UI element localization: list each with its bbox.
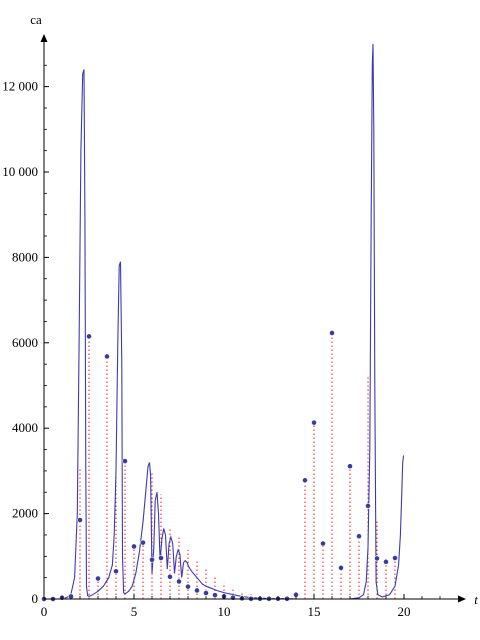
data-point: [122, 458, 128, 464]
data-point: [68, 593, 74, 600]
data-point: [86, 333, 92, 340]
data-point: [149, 556, 155, 563]
data-point: [302, 477, 308, 484]
data-point: [230, 594, 236, 601]
x-tick-label: 20: [398, 604, 411, 619]
data-point: [212, 592, 218, 599]
y-tick-label: 8000: [12, 249, 38, 264]
y-tick-label: 2000: [12, 506, 38, 521]
data-point: [95, 575, 101, 582]
points-layer: [41, 330, 398, 602]
data-point: [158, 555, 164, 561]
data-point: [203, 590, 209, 596]
data-point: [347, 463, 353, 470]
data-point: [104, 353, 110, 360]
y-axis-arrow: [40, 34, 48, 42]
y-tick-label: 10 000: [2, 164, 38, 179]
ticks-layer: 0 5 10 15 20 0 2000 4000 6000 8000 10 000 12 000: [2, 64, 441, 619]
x-tick-label: 0: [41, 604, 48, 619]
stems-layer: [61, 332, 396, 599]
data-point: [356, 533, 362, 540]
data-point: [131, 543, 137, 550]
axes-layer: [40, 34, 466, 603]
data-point: [167, 573, 173, 580]
y-tick-label: 0: [32, 591, 39, 606]
y-axis-label: ca: [30, 12, 42, 27]
data-point: [176, 578, 182, 585]
data-point: [77, 517, 83, 523]
y-tick-label: 6000: [12, 335, 38, 350]
data-point: [194, 587, 200, 594]
data-point: [383, 558, 389, 565]
data-point: [329, 330, 335, 336]
data-point: [365, 503, 371, 509]
data-point: [392, 555, 398, 561]
x-tick-label: 10: [218, 604, 231, 619]
x-tick-label: 15: [308, 604, 321, 619]
data-point: [338, 564, 344, 571]
data-point: [311, 419, 317, 426]
data-point: [140, 539, 146, 546]
x-axis-label: t: [474, 592, 478, 607]
x-tick-label: 5: [131, 604, 138, 619]
data-point: [185, 583, 191, 590]
curve-layer: [44, 43, 405, 600]
y-tick-label: 4000: [12, 420, 38, 435]
x-axis-arrow: [458, 595, 466, 603]
y-tick-label: 12 000: [2, 79, 38, 94]
data-point: [113, 568, 119, 575]
data-point: [320, 540, 326, 547]
data-point: [374, 555, 380, 562]
series-line: [44, 43, 405, 600]
